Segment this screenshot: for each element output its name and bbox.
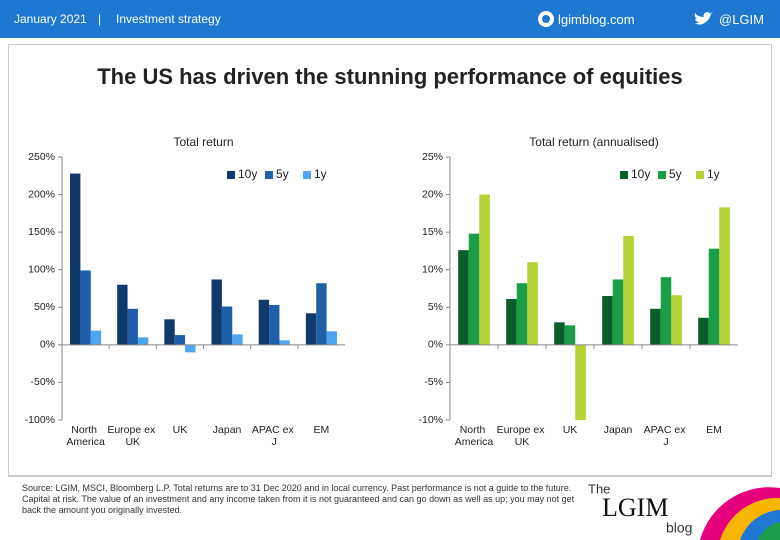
logo-blog: blog: [666, 520, 692, 536]
y-tick-label: 250%: [28, 151, 55, 163]
bar: [221, 306, 233, 345]
bar: [564, 325, 576, 345]
bar: [479, 194, 490, 345]
bar: [258, 299, 270, 345]
header-separator: |: [98, 12, 102, 26]
bar: [516, 283, 528, 345]
x-tick-label: Europe ex UK: [497, 424, 548, 448]
bar: [623, 235, 634, 345]
header-section: Investment strategy: [116, 12, 221, 26]
globe-icon: [538, 11, 554, 27]
page-title: The US has driven the stunning performan…: [97, 64, 683, 89]
legend-swatch: [265, 171, 273, 179]
y-tick-label: 50%: [34, 301, 55, 313]
bar: [232, 334, 243, 345]
twitter-icon: [694, 12, 713, 25]
bar: [650, 308, 661, 345]
legend-label: 10y: [631, 167, 650, 181]
bar: [80, 270, 91, 345]
y-tick-label: 0%: [40, 339, 55, 351]
bar: [269, 305, 280, 345]
bar: [90, 330, 102, 345]
x-tick-label: EM: [314, 424, 330, 436]
bar: [660, 277, 672, 345]
bar: [671, 295, 682, 345]
bar: [506, 299, 517, 345]
legend-label: 5y: [276, 167, 289, 181]
bar: [185, 344, 196, 353]
blog-logo: The LGIM blog: [588, 481, 780, 540]
logo-the: The: [588, 481, 610, 496]
y-tick-label: 10%: [422, 263, 443, 275]
y-tick-label: -50%: [30, 376, 55, 388]
charts: Total return -100% -50% 0% 50% 100% 150% 200% 25…: [25, 135, 738, 448]
header-date: January 2021: [14, 12, 87, 26]
bar: [137, 337, 149, 345]
legend-swatch: [303, 171, 311, 179]
bar: [211, 279, 222, 345]
x-tick-label: North America: [66, 424, 105, 448]
x-tick-label: Europe ex UK: [107, 424, 158, 448]
legend-label: 10y: [238, 167, 257, 181]
bar: [117, 284, 128, 345]
bar: [174, 335, 186, 345]
bar: [70, 173, 81, 345]
y-tick-label: 25%: [422, 151, 443, 163]
header-handle[interactable]: @LGIM: [719, 12, 764, 27]
x-tick-label: EM: [706, 424, 722, 436]
logo-name: LGIM: [602, 493, 668, 522]
bar: [698, 317, 709, 345]
legend-label: 5y: [669, 167, 682, 181]
header-bar: January 2021 | Investment strategy lgimb…: [0, 0, 780, 38]
legend-label: 1y: [707, 167, 720, 181]
y-tick-label: -100%: [25, 414, 55, 426]
y-tick-label: 20%: [422, 188, 443, 200]
y-tick-label: 150%: [28, 226, 55, 238]
y-tick-label: 5%: [428, 301, 443, 313]
x-tick-label: APAC ex J: [252, 424, 297, 448]
bar: [708, 248, 720, 345]
header-site[interactable]: lgimblog.com: [558, 12, 635, 27]
x-tick-label: UK: [563, 424, 578, 436]
bar: [305, 313, 317, 345]
chart-frame: [8, 44, 772, 476]
y-tick-label: 200%: [28, 188, 55, 200]
bar: [554, 322, 565, 345]
x-tick-label: Japan: [213, 424, 242, 436]
bar: [612, 279, 624, 345]
legend-swatch: [658, 171, 666, 179]
bar: [316, 283, 327, 345]
chart-title: Total return (annualised): [529, 135, 658, 149]
y-tick-label: 100%: [28, 263, 55, 275]
bar: [527, 262, 538, 345]
bar: [164, 319, 175, 345]
bar: [458, 250, 469, 345]
bar: [602, 296, 613, 345]
y-tick-label: -5%: [424, 376, 443, 388]
y-tick-label: 15%: [422, 226, 443, 238]
legend-swatch: [620, 171, 628, 179]
x-tick-label: North America: [455, 424, 494, 448]
source-note: Source: LGIM, MSCI, Bloomberg L.P. Total…: [22, 483, 575, 515]
bar: [575, 344, 586, 420]
bar: [127, 308, 138, 345]
chart-title: Total return: [173, 135, 233, 149]
y-tick-label: 0%: [428, 339, 443, 351]
legend-label: 1y: [314, 167, 327, 181]
bar: [468, 233, 480, 345]
legend-swatch: [227, 171, 235, 179]
footer-rule: [8, 476, 772, 477]
bar: [326, 331, 337, 345]
x-tick-label: UK: [173, 424, 188, 436]
x-tick-label: Japan: [604, 424, 633, 436]
x-tick-label: APAC ex J: [644, 424, 689, 448]
legend-swatch: [696, 171, 704, 179]
y-tick-label: -10%: [418, 414, 443, 426]
bar: [279, 340, 290, 345]
bar: [719, 207, 730, 345]
